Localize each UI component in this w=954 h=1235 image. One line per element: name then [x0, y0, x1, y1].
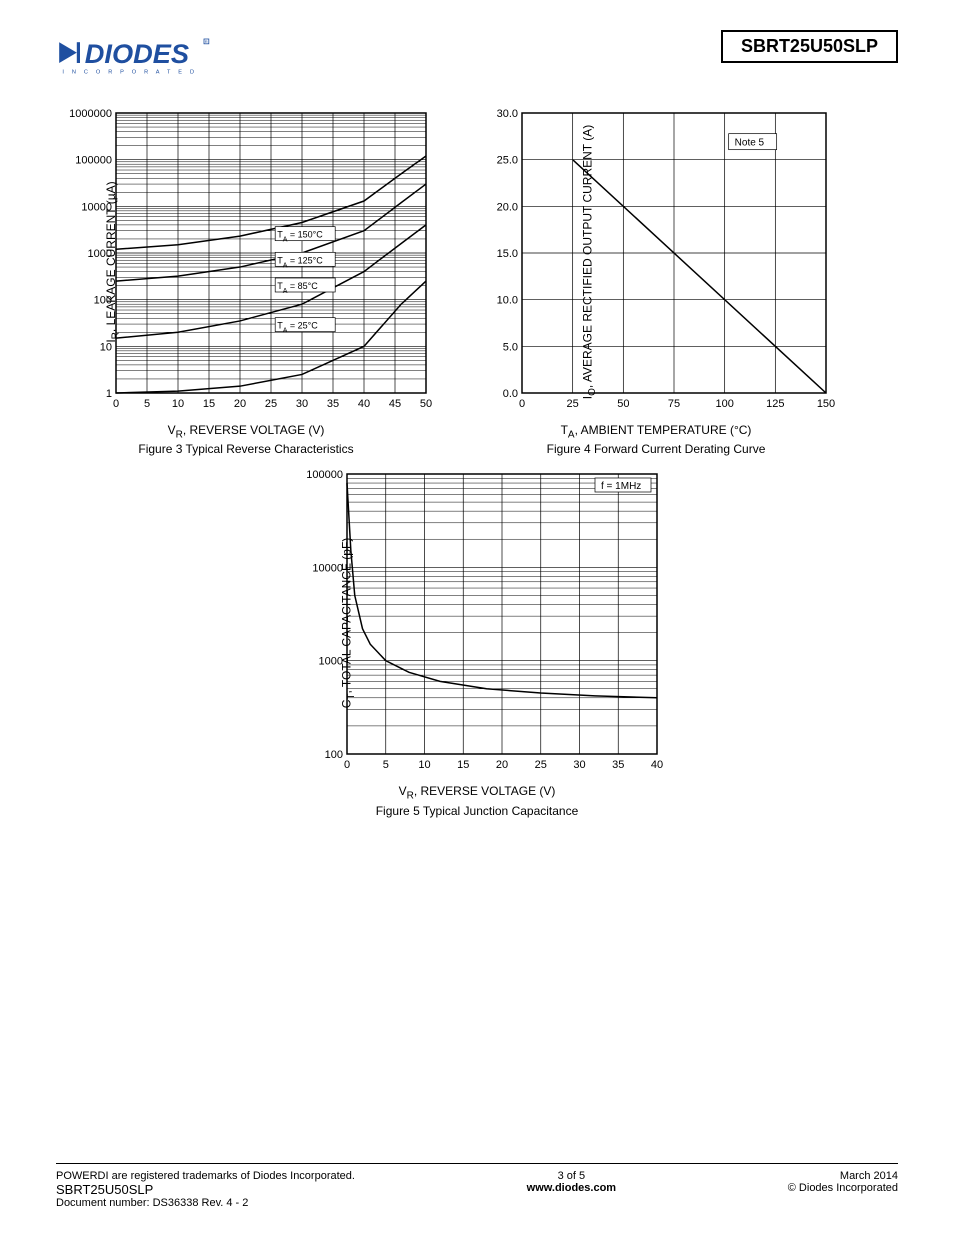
svg-text:75: 75: [668, 398, 680, 410]
svg-text:40: 40: [651, 759, 663, 771]
svg-text:100: 100: [325, 749, 343, 761]
svg-text:30: 30: [296, 398, 308, 410]
chart4-svg: 0 25 50 75 100 125 150 0.0 5.0 10.0 15.0 20.0 25.0 30…: [476, 103, 836, 421]
chart4-ylabel: IO, AVERAGE RECTIFIED OUTPUT CURRENT (A): [581, 125, 598, 400]
svg-text:100000: 100000: [75, 155, 112, 167]
svg-text:1: 1: [106, 388, 112, 400]
svg-text:Note 5: Note 5: [735, 138, 765, 149]
logo-subtitle: I N C O R P O R A T E D: [62, 69, 197, 75]
svg-text:10000: 10000: [312, 563, 343, 575]
trademark-notice: POWERDI are registered trademarks of Dio…: [56, 1170, 355, 1182]
svg-text:125: 125: [766, 398, 784, 410]
part-number: SBRT25U50SLP: [741, 36, 878, 56]
svg-text:10: 10: [100, 341, 112, 353]
svg-text:0.0: 0.0: [503, 388, 518, 400]
chart3-ylabel: IR, LEAKAGE CURRENT (µA): [104, 181, 121, 342]
part-number-box: SBRT25U50SLP: [721, 30, 898, 63]
chart5-xlabel: VR, REVERSE VOLTAGE (V): [399, 784, 556, 801]
svg-text:0: 0: [519, 398, 525, 410]
svg-text:20: 20: [234, 398, 246, 410]
svg-text:15.0: 15.0: [497, 248, 518, 260]
svg-text:15: 15: [457, 759, 469, 771]
svg-text:10.0: 10.0: [497, 295, 518, 307]
footer-date: March 2014: [788, 1170, 898, 1182]
svg-text:30.0: 30.0: [497, 108, 518, 120]
chart4-xlabel: TA, AMBIENT TEMPERATURE (°C): [561, 423, 752, 440]
chart5-cell: CT, TOTAL CAPACITANCE (pF) 0 5 10 15 20 25 30 3…: [56, 464, 898, 817]
footer-right: March 2014 © Diodes Incorporated: [788, 1170, 898, 1209]
svg-text:35: 35: [612, 759, 624, 771]
svg-text:25: 25: [567, 398, 579, 410]
footer-center: 3 of 5 www.diodes.com: [527, 1170, 616, 1209]
footer-url[interactable]: www.diodes.com: [527, 1182, 616, 1194]
svg-text:25: 25: [535, 759, 547, 771]
charts-row-top: IR, LEAKAGE CURRENT (µA) 051015202530354…: [0, 103, 954, 456]
svg-text:50: 50: [617, 398, 629, 410]
svg-text:150: 150: [817, 398, 835, 410]
svg-text:f = 1MHz: f = 1MHz: [601, 481, 641, 492]
chart3-xlabel: VR, REVERSE VOLTAGE (V): [168, 423, 325, 440]
page-footer: POWERDI are registered trademarks of Dio…: [56, 1163, 898, 1209]
svg-text:5.0: 5.0: [503, 341, 518, 353]
svg-text:0: 0: [113, 398, 119, 410]
chart3-caption: Figure 3 Typical Reverse Characteristics: [138, 442, 353, 456]
svg-text:25: 25: [265, 398, 277, 410]
footer-part: SBRT25U50SLP: [56, 1182, 355, 1197]
chart5-caption: Figure 5 Typical Junction Capacitance: [376, 804, 579, 818]
company-logo: DIODES R I N C O R P O R A T E D: [56, 30, 216, 85]
svg-text:1000000: 1000000: [69, 108, 112, 120]
svg-text:100000: 100000: [306, 469, 343, 481]
svg-text:50: 50: [420, 398, 432, 410]
svg-text:10: 10: [172, 398, 184, 410]
charts-row-bottom: CT, TOTAL CAPACITANCE (pF) 0 5 10 15 20 25 30 3…: [0, 456, 954, 817]
svg-text:100: 100: [715, 398, 733, 410]
svg-text:DIODES: DIODES: [85, 38, 189, 69]
svg-text:15: 15: [203, 398, 215, 410]
svg-text:40: 40: [358, 398, 370, 410]
chart3-cell: IR, LEAKAGE CURRENT (µA) 0 5 10 15 20 25 30 35 4…: [56, 103, 436, 456]
footer-docnum: Document number: DS36338 Rev. 4 - 2: [56, 1197, 355, 1209]
svg-text:35: 35: [327, 398, 339, 410]
svg-text:5: 5: [383, 759, 389, 771]
chart4-caption: Figure 4 Forward Current Derating Curve: [547, 442, 766, 456]
svg-text:45: 45: [389, 398, 401, 410]
svg-text:10: 10: [418, 759, 430, 771]
page-counter: 3 of 5: [527, 1170, 616, 1182]
diodes-logo-icon: DIODES R I N C O R P O R A T E D: [56, 30, 216, 80]
footer-left: POWERDI are registered trademarks of Dio…: [56, 1170, 355, 1209]
svg-text:20.0: 20.0: [497, 201, 518, 213]
chart4-cell: IO, AVERAGE RECTIFIED OUTPUT CURRENT (A)…: [476, 103, 836, 456]
svg-text:25.0: 25.0: [497, 155, 518, 167]
svg-text:5: 5: [144, 398, 150, 410]
svg-text:R: R: [205, 39, 208, 44]
svg-text:0: 0: [344, 759, 350, 771]
chart5-ylabel: CT, TOTAL CAPACITANCE (pF): [340, 538, 357, 709]
svg-text:30: 30: [573, 759, 585, 771]
page-header: DIODES R I N C O R P O R A T E D SBRT25U…: [0, 0, 954, 95]
footer-copyright: © Diodes Incorporated: [788, 1182, 898, 1194]
svg-text:20: 20: [496, 759, 508, 771]
